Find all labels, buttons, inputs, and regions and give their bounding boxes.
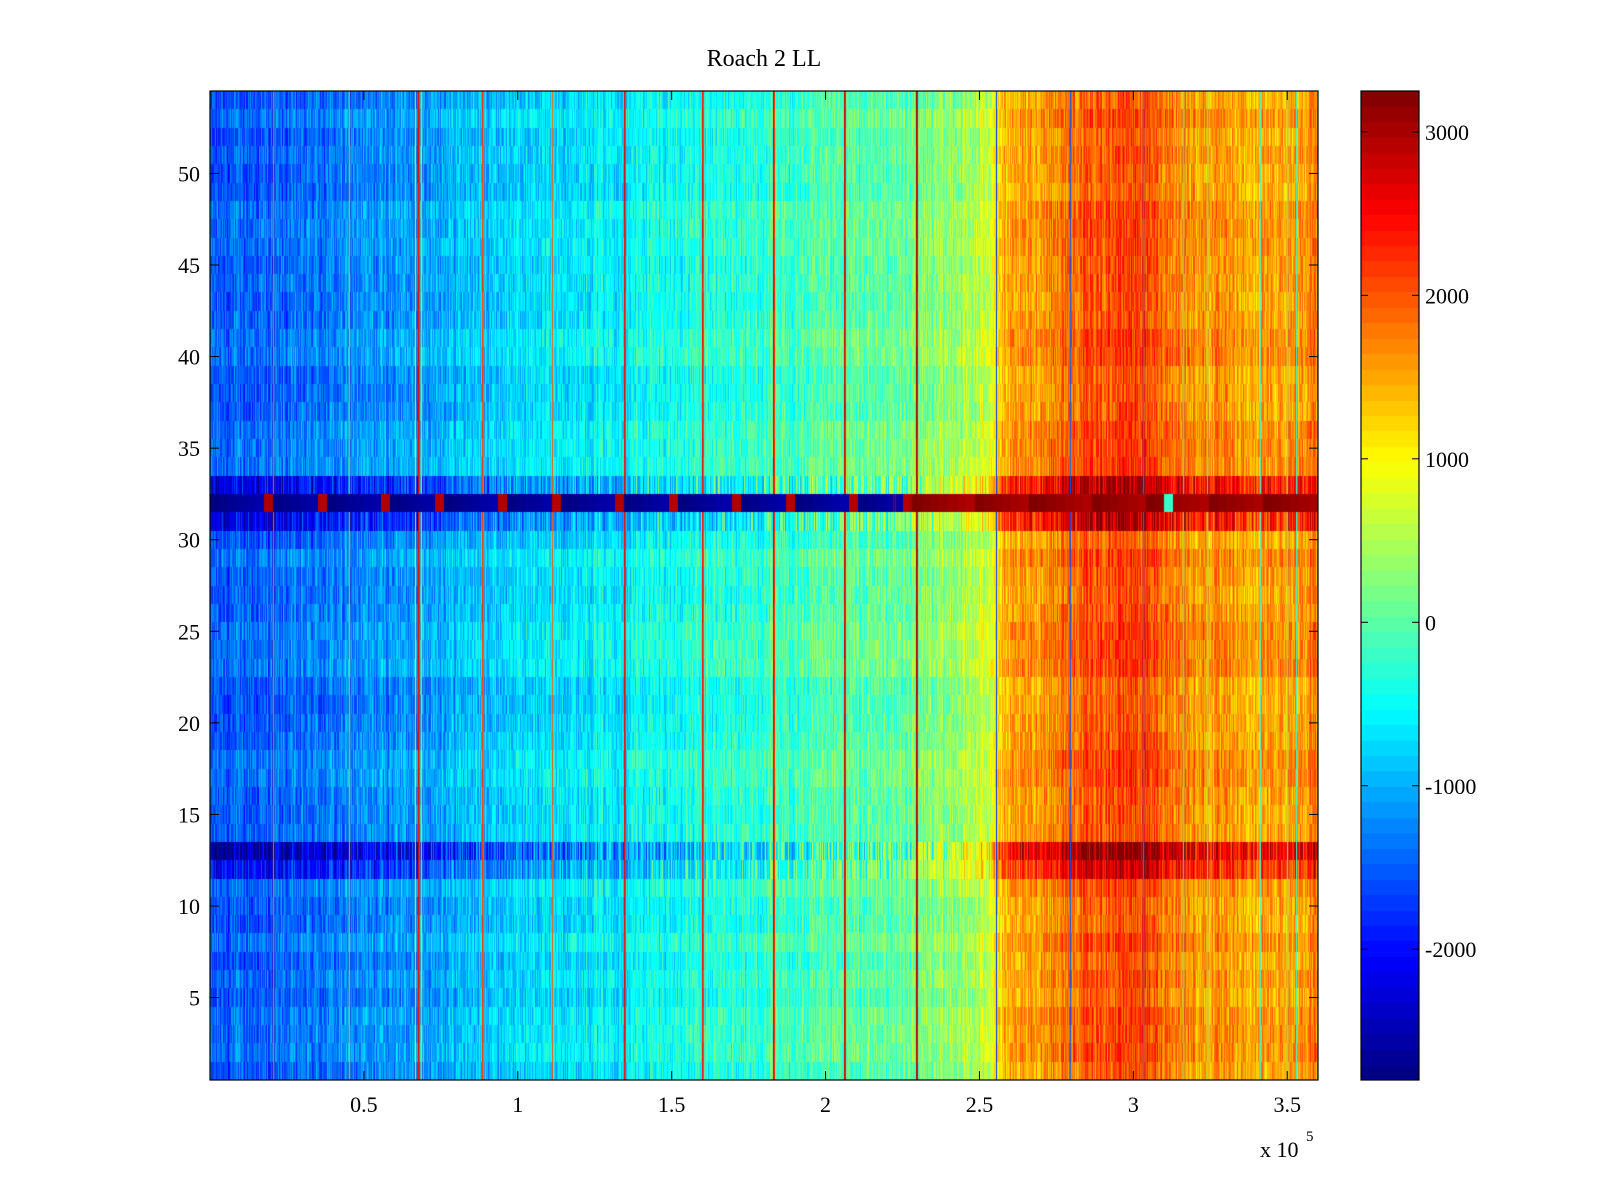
y-tick-label: 30	[178, 528, 200, 553]
x-tick-label: 2	[820, 1092, 831, 1117]
plot-area	[210, 91, 1318, 1080]
x-tick-label: 3.5	[1273, 1092, 1301, 1117]
colorbar-gradient	[1361, 91, 1419, 1080]
y-tick-label: 50	[178, 161, 200, 186]
y-tick-label: 15	[178, 802, 200, 827]
colorbar-tick-label: 3000	[1425, 120, 1469, 145]
x-tick-label: 3	[1128, 1092, 1139, 1117]
y-tick-label: 45	[178, 253, 200, 278]
y-tick-label: 5	[189, 986, 200, 1011]
y-tick-label: 20	[178, 711, 200, 736]
y-tick-label: 40	[178, 345, 200, 370]
colorbar-tick-label: 1000	[1425, 447, 1469, 472]
chart-title: Roach 2 LL	[707, 46, 822, 72]
y-tick-label: 25	[178, 619, 200, 644]
x-tick-label: 1	[512, 1092, 523, 1117]
colorbar-tick-label: -1000	[1425, 774, 1476, 799]
x-tick-label: 0.5	[350, 1092, 378, 1117]
colorbar-tick-label: 0	[1425, 610, 1436, 635]
x-tick-label: 2.5	[966, 1092, 994, 1117]
y-tick-label: 35	[178, 436, 200, 461]
colorbar-tick-label: -2000	[1425, 937, 1476, 962]
x-exponent-power: 5	[1306, 1129, 1314, 1145]
x-exponent-base: x 10	[1260, 1137, 1299, 1162]
heatmap-image	[210, 91, 1318, 1080]
x-tick-label: 1.5	[658, 1092, 686, 1117]
x-exponent-label: x 10 5	[1260, 1129, 1314, 1162]
colorbar-tick-label: 2000	[1425, 283, 1469, 308]
y-tick-label: 10	[178, 894, 200, 919]
